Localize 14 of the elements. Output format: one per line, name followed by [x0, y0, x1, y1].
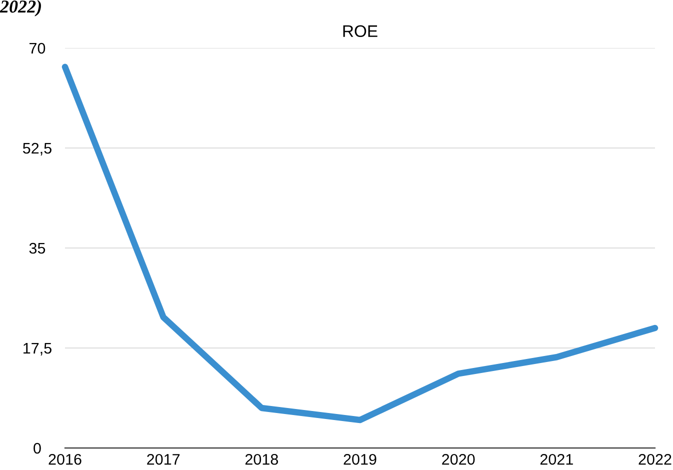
y-tick-label: 70 [30, 42, 46, 54]
y-tick-label: 17,5 [24, 343, 52, 356]
x-tick-label: 2020 [442, 454, 475, 465]
y-tick-label: 0 [34, 442, 41, 454]
y-tick-label: 35 [29, 242, 46, 254]
x-tick-label: 2017 [147, 454, 180, 465]
chart-title: ROE [343, 25, 378, 38]
x-tick-label: 2016 [48, 454, 82, 465]
text: 2022) [0, 0, 41, 16]
x-tick-label: 2018 [245, 454, 278, 465]
x-tick-label: 2021 [540, 454, 573, 465]
x-tick-label: 2022 [638, 454, 672, 465]
x-tick-label: 2019 [344, 454, 376, 465]
y-tick-label: 52,5 [22, 142, 52, 156]
